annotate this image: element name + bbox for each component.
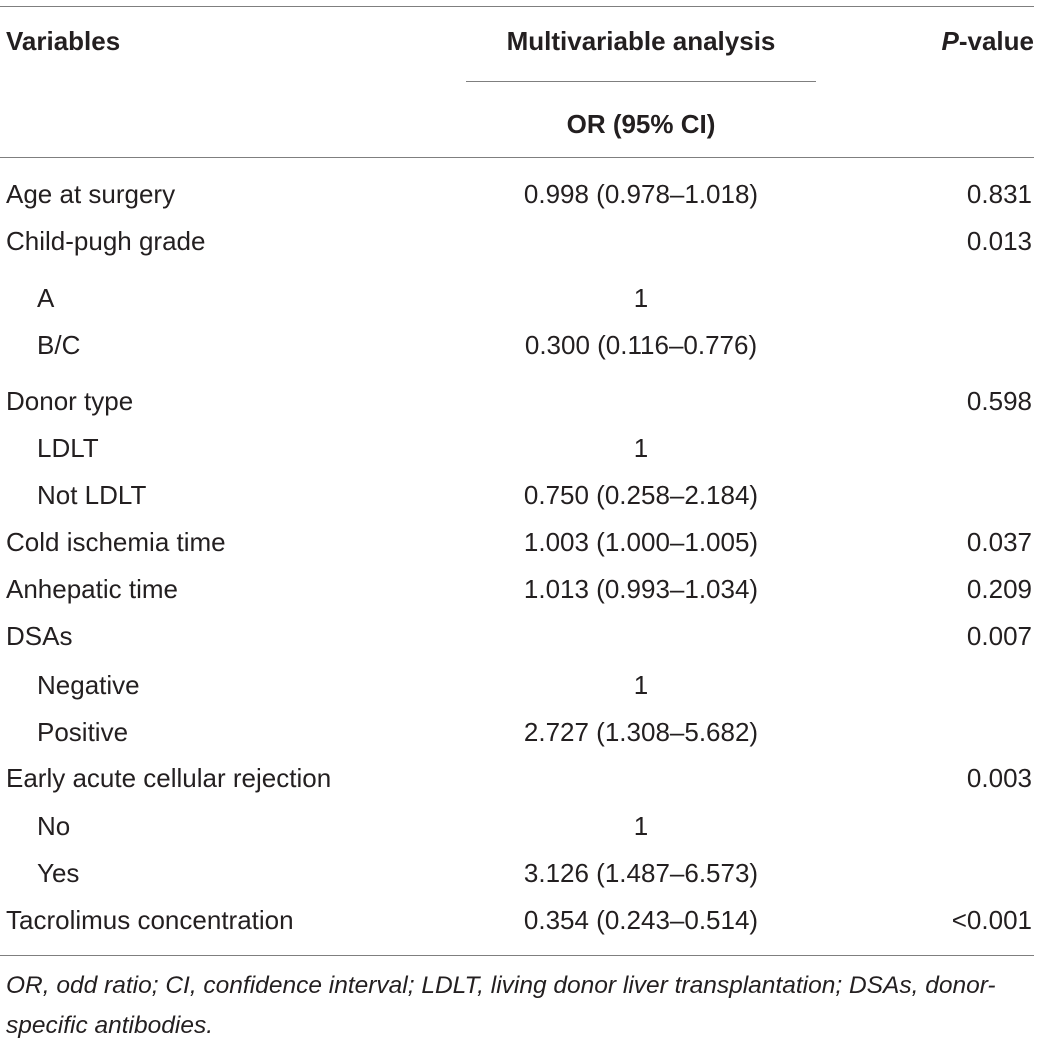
top-rule [0, 6, 1034, 7]
row-or-ci: 0.750 (0.258–2.184) [523, 480, 759, 510]
row-or-ci: 1 [633, 811, 649, 841]
header-p-rest: -value [958, 26, 1034, 56]
row-or-ci: 0.300 (0.116–0.776) [524, 330, 758, 360]
table-footnote: OR, odd ratio; CI, confidence interval; … [6, 966, 1034, 1046]
row-label: A [37, 283, 55, 313]
header-p-italic: P [941, 26, 959, 56]
row-label: LDLT [37, 433, 99, 463]
row-label: Yes [37, 858, 80, 888]
row-or-ci: 1 [633, 670, 649, 700]
header-bottom-rule [0, 157, 1034, 158]
row-label: DSAs [6, 621, 73, 651]
row-p-value: 0.598 [966, 386, 1032, 416]
header-p-value: P-value [942, 25, 1035, 57]
row-or-ci: 0.998 (0.978–1.018) [523, 179, 759, 209]
row-or-ci: 1.003 (1.000–1.005) [523, 527, 759, 557]
row-label: Tacrolimus concentration [6, 905, 294, 935]
header-variables: Variables [6, 26, 121, 56]
row-or-ci: 1 [633, 283, 649, 313]
row-label: Early acute cellular rejection [6, 763, 332, 793]
row-p-value: 0.003 [966, 763, 1032, 793]
row-label: Negative [37, 670, 140, 700]
row-or-ci: 2.727 (1.308–5.682) [523, 717, 759, 747]
row-or-ci: 1.013 (0.993–1.034) [523, 574, 759, 604]
row-p-value: 0.037 [966, 527, 1032, 557]
row-p-value: 0.007 [966, 621, 1032, 651]
row-label: No [37, 811, 71, 841]
row-p-value: <0.001 [951, 905, 1032, 935]
row-label: Cold ischemia time [6, 527, 226, 557]
header-span-rule [466, 81, 816, 82]
footnote-text: OR, odd ratio; CI, confidence interval; … [6, 972, 996, 1039]
row-label: Positive [37, 717, 129, 747]
row-label: Donor type [6, 386, 134, 416]
row-or-ci: 3.126 (1.487–6.573) [523, 858, 759, 888]
row-label: B/C [37, 330, 81, 360]
row-p-value: 0.013 [966, 226, 1032, 256]
row-label: Not LDLT [37, 480, 147, 510]
row-label: Child-pugh grade [6, 226, 206, 256]
header-or-ci: OR (95% CI) [566, 109, 716, 139]
row-or-ci: 0.354 (0.243–0.514) [523, 905, 759, 935]
row-label: Anhepatic time [6, 574, 178, 604]
row-p-value: 0.209 [966, 574, 1032, 604]
bottom-rule [0, 955, 1034, 956]
header-multivariable-analysis: Multivariable analysis [506, 26, 776, 56]
row-label: Age at surgery [6, 179, 176, 209]
row-p-value: 0.831 [966, 179, 1032, 209]
row-or-ci: 1 [633, 433, 649, 463]
